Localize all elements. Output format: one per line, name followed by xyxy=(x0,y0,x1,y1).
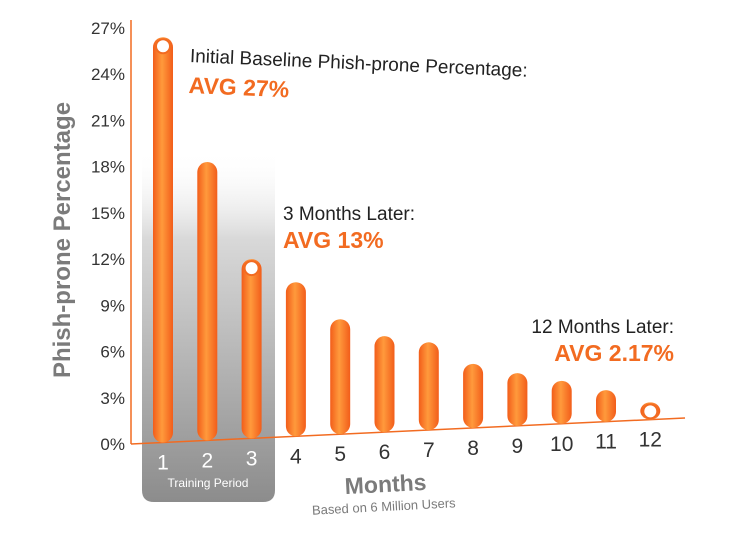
x-tick-labels: 1 2 3 4 5 6 7 8 9 10 11 12 xyxy=(157,429,662,475)
bar-month-5 xyxy=(330,319,351,435)
x-tick-label: 10 xyxy=(550,433,573,456)
y-tick-label: 3% xyxy=(100,389,125,408)
highlight-dot-month-12 xyxy=(642,403,659,420)
bar-month-9 xyxy=(507,373,528,426)
x-tick-label: 9 xyxy=(512,435,524,458)
x-tick-label: 2 xyxy=(201,449,213,472)
annotation-baseline-value: AVG 27% xyxy=(188,72,290,102)
x-tick-label: 11 xyxy=(595,431,617,454)
x-tick-label: 8 xyxy=(467,437,479,460)
annotation-12-months-title: 12 Months Later: xyxy=(531,317,674,338)
y-tick-label: 0% xyxy=(100,435,125,454)
highlight-dot-month-1 xyxy=(155,38,171,55)
bar-month-3 xyxy=(241,259,262,439)
bar-month-4 xyxy=(285,282,306,437)
x-tick-label: 3 xyxy=(246,447,258,470)
x-tick-label: 12 xyxy=(639,429,662,452)
annotation-baseline: Initial Baseline Phish-prone Percentage:… xyxy=(188,46,528,102)
bar-month-11 xyxy=(596,390,616,422)
annotation-3-months: 3 Months Later: AVG 13% xyxy=(283,204,415,253)
x-tick-label: 5 xyxy=(334,443,346,466)
x-axis xyxy=(130,417,686,445)
training-period-label: Training Period xyxy=(168,476,249,490)
y-tick-labels: 0% 3% 6% 9% 12% 15% 18% 21% 24% 27% xyxy=(91,19,125,454)
y-axis-label: Phish-prone Percentage xyxy=(49,102,76,378)
y-tick-label: 15% xyxy=(91,204,125,223)
bar-month-7 xyxy=(418,342,439,431)
y-tick-label: 24% xyxy=(91,65,125,84)
bar-month-6 xyxy=(374,336,395,433)
x-axis-label: Months xyxy=(344,469,427,499)
y-tick-label: 6% xyxy=(100,343,125,362)
x-tick-label: 1 xyxy=(157,451,169,474)
y-tick-label: 12% xyxy=(91,250,125,269)
bar-month-10 xyxy=(551,380,572,424)
bar-month-2 xyxy=(197,162,218,441)
y-tick-label: 18% xyxy=(91,158,125,177)
annotation-12-months-value: AVG 2.17% xyxy=(554,340,674,366)
y-tick-label: 21% xyxy=(91,111,125,130)
highlight-dot-month-3 xyxy=(243,260,260,277)
annotation-12-months: 12 Months Later: AVG 2.17% xyxy=(531,317,674,366)
bars xyxy=(153,37,661,443)
y-tick-label: 27% xyxy=(91,19,125,38)
x-tick-label: 7 xyxy=(423,439,435,462)
bar-month-8 xyxy=(463,363,484,428)
x-tick-label: 4 xyxy=(290,445,302,468)
bar-month-1 xyxy=(153,37,173,443)
x-axis-sublabel: Based on 6 Million Users xyxy=(312,495,457,518)
y-tick-label: 9% xyxy=(100,296,125,315)
x-tick-label: 6 xyxy=(379,441,391,464)
annotation-3-months-value: AVG 13% xyxy=(283,227,384,253)
annotation-3-months-title: 3 Months Later: xyxy=(283,204,415,225)
